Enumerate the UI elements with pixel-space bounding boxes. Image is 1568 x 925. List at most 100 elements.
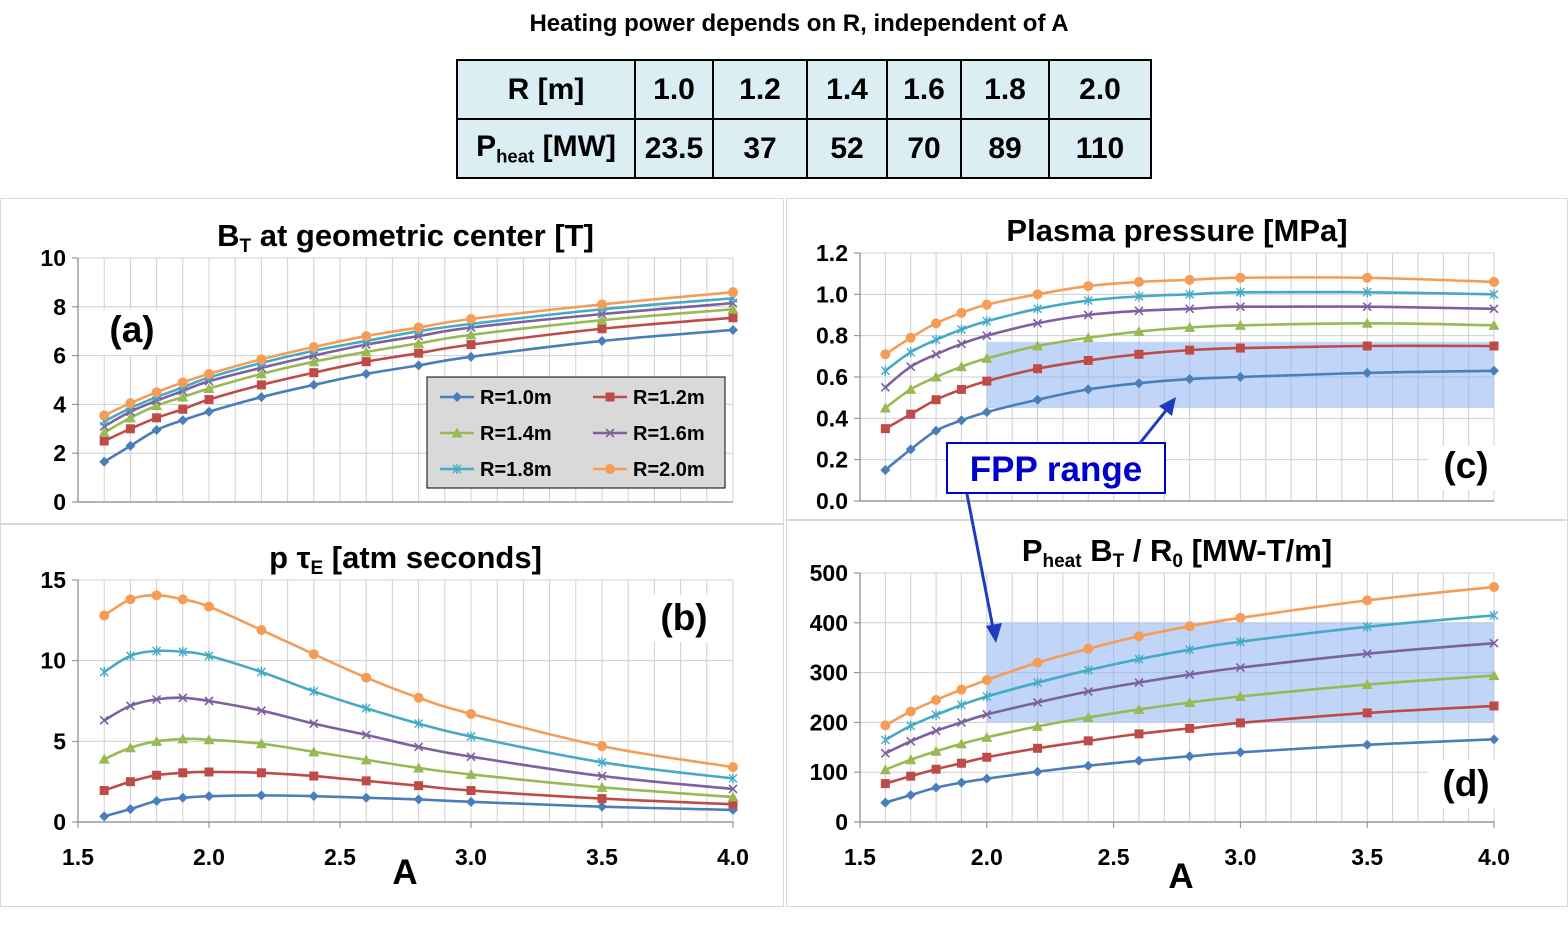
series-R=1.6m [880, 302, 1499, 392]
x-tick-label: 4.0 [717, 844, 749, 870]
x-marker [931, 726, 941, 736]
x-tick-label: 2.5 [324, 844, 356, 870]
square-marker [597, 324, 607, 334]
x-marker [956, 717, 967, 727]
diamond-marker [466, 796, 476, 807]
legend-label: R=1.0m [480, 387, 552, 409]
square-marker [956, 384, 966, 394]
x-marker [414, 742, 424, 752]
square-marker [906, 771, 916, 781]
triangle-marker [1184, 696, 1196, 707]
triangle-marker [1361, 679, 1373, 690]
triangle-marker [1488, 319, 1500, 330]
y-tick-label: 10 [40, 648, 66, 674]
x-marker [906, 362, 916, 372]
x-tick-label: 4.0 [1478, 844, 1510, 870]
x-marker [1083, 310, 1093, 320]
circle-marker [1184, 621, 1195, 632]
y-tick-label: 0.8 [816, 323, 848, 349]
triangle-marker [905, 754, 917, 765]
triangle-marker [981, 352, 993, 363]
x-marker [982, 709, 992, 719]
square-marker [99, 436, 109, 446]
y-tick-label: 500 [810, 560, 848, 586]
square-marker [956, 758, 966, 768]
x-tick-label: 3.0 [1224, 844, 1256, 870]
square-marker [1362, 341, 1372, 351]
triangle-marker [203, 734, 215, 745]
table-cell: 1.6 [886, 59, 962, 120]
pheat-unit: [MW] [534, 129, 616, 163]
diamond-marker [597, 801, 607, 812]
legend-item: R=1.6m [593, 423, 705, 445]
square-marker [605, 392, 615, 402]
x-marker [1235, 663, 1245, 673]
circle-marker [125, 398, 136, 409]
square-marker [309, 368, 319, 378]
diamond-marker [361, 368, 372, 379]
heating-power-table: R [m] 1.0 1.2 1.4 1.6 1.8 2.0 Pheat [MW]… [456, 59, 1152, 179]
series-R=1.8m [880, 287, 1499, 376]
triangle-marker [981, 731, 993, 742]
diamond-marker [1032, 766, 1043, 777]
series-R=1.0m [99, 324, 738, 467]
triangle-marker [930, 745, 942, 756]
circle-marker [956, 307, 967, 318]
legend-item: R=1.0m [440, 387, 552, 409]
arrowhead-icon [986, 623, 1002, 643]
circle-marker [597, 741, 607, 752]
diamond-marker [728, 324, 738, 335]
table-cell: 52 [806, 118, 888, 179]
x-marker [982, 331, 992, 341]
diamond-marker [452, 392, 462, 402]
y-tick-label: 0.6 [816, 364, 848, 390]
circle-marker [99, 610, 110, 621]
y-tick-label: 6 [53, 343, 66, 369]
square-marker [466, 340, 476, 350]
table-row: R [m] 1.0 1.2 1.4 1.6 1.8 2.0 [456, 59, 1152, 120]
legend-box [426, 376, 726, 489]
circle-marker [1032, 657, 1043, 668]
legend-label: R=2.0m [633, 459, 705, 481]
diamond-marker [1184, 374, 1195, 385]
legend-item: R=2.0m [593, 459, 705, 481]
triangle-marker [1082, 332, 1094, 343]
circle-marker [1235, 612, 1246, 623]
circle-marker [413, 322, 424, 333]
circle-marker [466, 708, 476, 719]
diamond-marker [99, 811, 110, 822]
circle-marker [880, 720, 891, 731]
triangle-marker [465, 329, 477, 340]
triangle-marker [1032, 340, 1044, 351]
panel-label: (c) [1443, 445, 1488, 486]
triangle-marker [413, 762, 425, 773]
square-marker [361, 357, 371, 367]
y-tick-label: 0.2 [816, 447, 848, 473]
circle-marker [1133, 276, 1144, 287]
x-marker [1134, 677, 1144, 688]
square-marker [178, 768, 188, 778]
y-tick-label: 4 [53, 391, 66, 417]
x-tick-label: 3.5 [1351, 844, 1383, 870]
triangle-marker [727, 791, 739, 802]
series-R=1.2m [880, 701, 1499, 789]
panel-label: (b) [660, 597, 707, 638]
diamond-marker [597, 335, 607, 346]
x-marker [728, 784, 738, 794]
triangle-marker [98, 753, 110, 764]
diamond-marker [1235, 747, 1246, 758]
diamond-marker [256, 790, 267, 801]
diamond-marker [931, 425, 942, 436]
triangle-marker [1032, 720, 1044, 731]
y-tick-label: 0 [835, 809, 848, 835]
series-R=1.0m [880, 734, 1499, 808]
diamond-marker [905, 790, 916, 801]
circle-marker [1489, 276, 1499, 287]
triangle-marker [930, 371, 942, 382]
x-marker [466, 752, 476, 762]
triangle-marker [124, 412, 136, 423]
x-marker [597, 771, 607, 781]
table-cell: 110 [1048, 118, 1152, 179]
legend-label: R=1.8m [480, 459, 552, 481]
triangle-marker [879, 402, 891, 413]
